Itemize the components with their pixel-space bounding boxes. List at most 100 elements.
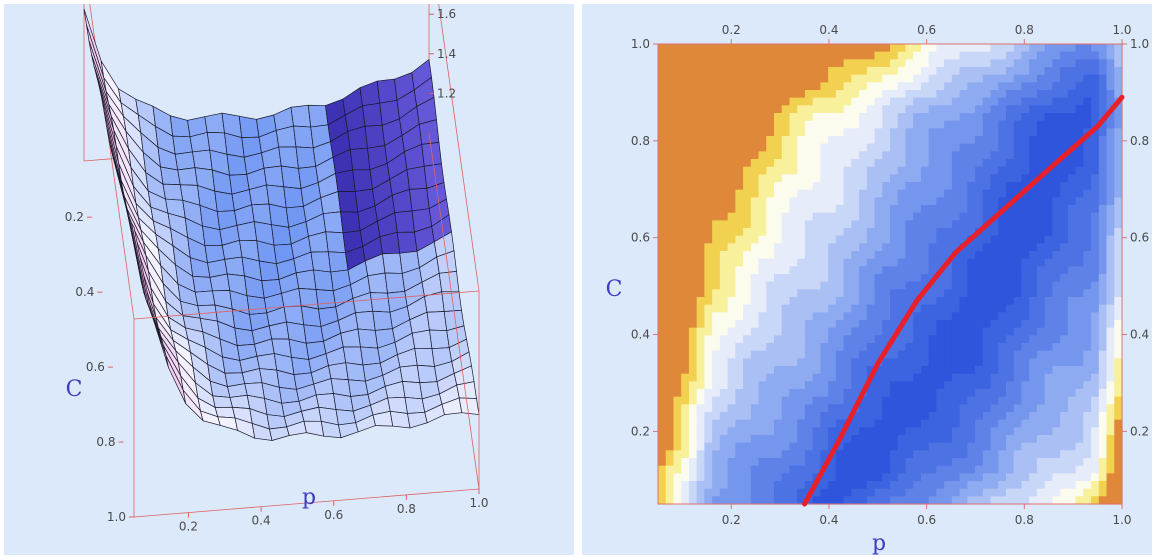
contour-cell	[975, 51, 984, 60]
contour-cell	[1075, 205, 1084, 214]
contour-cell	[704, 228, 713, 237]
contour-cell	[719, 251, 729, 260]
contour-cell	[820, 289, 829, 298]
contour-cell	[1067, 412, 1077, 421]
contour-cell	[681, 450, 690, 459]
contour-cell	[851, 496, 860, 505]
contour-cell	[859, 220, 868, 229]
contour-cell	[1060, 366, 1069, 375]
contour-cell	[658, 97, 667, 106]
contour-cell	[936, 419, 945, 428]
contour-cell	[735, 205, 744, 214]
contour-cell	[673, 105, 682, 114]
contour-cell	[1013, 458, 1023, 467]
contour-cell	[665, 465, 675, 474]
contour-cell	[967, 481, 976, 490]
contour-cell	[936, 51, 945, 60]
contour-cell	[1067, 59, 1077, 68]
contour-cell	[967, 51, 976, 60]
contour-cell	[936, 358, 945, 367]
contour-cell	[897, 74, 907, 83]
contour-cell	[951, 358, 961, 367]
contour-cell	[750, 358, 760, 367]
contour-cell	[704, 182, 713, 191]
contour-cell	[1106, 373, 1115, 382]
contour-plot-panel: 0.2 0.2 0.4 0.4 0.6 0.6 0.8 0.8 1.0 1.0 0.2 0.2 0.4 0…	[582, 4, 1152, 555]
contour-cell	[681, 258, 690, 267]
contour-cell	[928, 251, 937, 260]
contour-cell	[1021, 358, 1030, 367]
contour-cell	[882, 44, 891, 53]
contour-cell	[1052, 289, 1061, 298]
contour-cell	[835, 67, 845, 76]
contour-cell	[774, 243, 783, 252]
contour-cell	[851, 120, 860, 129]
contour-cell	[719, 358, 729, 367]
contour-cell	[665, 120, 675, 129]
surface-cell	[290, 104, 312, 128]
contour-cell	[750, 266, 760, 275]
contour-cell	[951, 159, 961, 168]
contour-cell	[913, 366, 922, 375]
contour-cell	[897, 327, 907, 336]
contour-cell	[1006, 304, 1015, 313]
contour-cell	[859, 412, 868, 421]
contour-cell	[673, 412, 682, 421]
contour-cell	[781, 51, 791, 60]
contour-cell	[1067, 297, 1077, 306]
contour-cell	[1067, 427, 1077, 436]
contour-cell	[928, 496, 937, 505]
contour-cell	[1114, 496, 1123, 505]
contour-cell	[982, 350, 992, 359]
contour-cell	[789, 404, 798, 413]
contour-cell	[874, 136, 883, 145]
contour-cell	[781, 373, 791, 382]
contour-cell	[743, 67, 752, 76]
contour-cell	[905, 327, 914, 336]
contour-cell	[727, 488, 736, 497]
contour-cell	[951, 189, 961, 198]
contour-cell	[944, 297, 953, 306]
contour-cell	[797, 442, 806, 451]
contour-cell	[913, 182, 922, 191]
contour-cell	[1006, 419, 1015, 428]
contour-cell	[1106, 473, 1115, 482]
contour-cell	[812, 105, 821, 114]
contour-cell	[967, 205, 976, 214]
contour-cell	[665, 312, 675, 321]
contour-cell	[1083, 174, 1092, 183]
contour-cell	[1106, 197, 1115, 206]
contour-cell	[665, 258, 675, 267]
contour-cell	[928, 44, 937, 53]
contour-cell	[944, 312, 953, 321]
contour-cell	[820, 220, 829, 229]
contour-cell	[743, 136, 752, 145]
contour-cell	[959, 97, 968, 106]
contour-cell	[874, 320, 883, 329]
contour-cell	[1006, 312, 1015, 321]
contour-cell	[774, 450, 783, 459]
contour-cell	[874, 59, 883, 68]
contour-cell	[758, 266, 767, 275]
contour-cell	[735, 113, 744, 122]
contour-cell	[789, 182, 798, 191]
contour-cell	[688, 488, 698, 497]
contour-cell	[835, 143, 845, 152]
contour-cell	[998, 312, 1007, 321]
contour-cell	[789, 235, 798, 244]
contour-cell	[1044, 373, 1053, 382]
contour-cell	[704, 458, 713, 467]
contour-cell	[828, 189, 837, 198]
contour-cell	[727, 113, 736, 122]
contour-cell	[766, 44, 775, 53]
contour-cell	[1060, 251, 1069, 260]
contour-cell	[828, 197, 837, 206]
contour-cell	[719, 182, 729, 191]
contour-cell	[1067, 435, 1077, 444]
contour-cell	[712, 97, 721, 106]
contour-cell	[696, 182, 705, 191]
contour-cell	[665, 289, 675, 298]
contour-cell	[1075, 289, 1084, 298]
contour-cell	[967, 243, 976, 252]
contour-cell	[1060, 281, 1069, 290]
